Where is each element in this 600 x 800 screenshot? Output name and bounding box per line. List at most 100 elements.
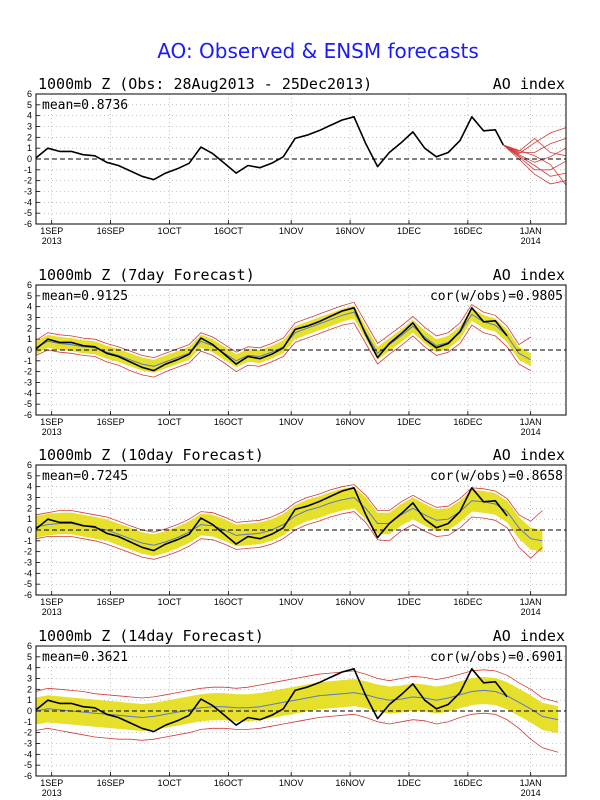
y-tick-label: -4: [24, 568, 32, 578]
mean-label: mean=0.3621: [42, 650, 128, 665]
x-tick-label: 1SEP: [40, 778, 63, 788]
x-tick-label: 1OCT: [157, 597, 182, 607]
panel-right-label: AO index: [493, 266, 565, 284]
y-tick-label: -2: [24, 176, 32, 186]
y-tick-label: 0: [27, 525, 32, 535]
y-tick-label: -1: [24, 717, 32, 727]
x-tick-label: 1OCT: [157, 778, 182, 788]
y-tick-label: 0: [27, 154, 32, 164]
forecast-member-line: [503, 144, 567, 186]
y-tick-label: 1: [27, 334, 32, 344]
ensemble-spread-band: [36, 305, 531, 373]
y-tick-label: -1: [24, 165, 32, 175]
y-tick-label: -4: [24, 749, 32, 759]
y-tick-label: -2: [24, 367, 32, 377]
y-tick-label: -3: [24, 378, 32, 388]
x-tick-year-label: 2013: [42, 427, 62, 437]
y-tick-label: -6: [24, 771, 32, 781]
x-tick-label: 1JAN: [520, 226, 542, 236]
x-tick-year-label: 2014: [521, 236, 541, 246]
y-tick-label: -6: [24, 219, 32, 229]
y-tick-label: 6: [27, 89, 32, 99]
ensemble-lower-envelope: [35, 712, 559, 753]
x-tick-label: 1NOV: [279, 778, 304, 788]
y-tick-label: 5: [27, 471, 32, 481]
plot-frame: [35, 93, 567, 225]
observed-ao-line: [35, 487, 508, 552]
x-tick-label: 1JAN: [520, 417, 542, 427]
x-tick-label: 1SEP: [40, 417, 63, 427]
y-tick-label: 2: [27, 132, 32, 142]
correlation-label: cor(w/obs)=0.8658: [430, 469, 563, 484]
x-tick-label: 16DEC: [453, 417, 483, 427]
y-tick-label: -5: [24, 760, 32, 770]
y-tick-label: -6: [24, 410, 32, 420]
ensemble-spread-band: [36, 486, 543, 556]
x-tick-label: 16OCT: [214, 778, 244, 788]
y-tick-label: -3: [24, 187, 32, 197]
x-tick-label: 1DEC: [397, 597, 422, 607]
panel-title: 1000mb Z (14day Forecast): [38, 627, 264, 645]
x-tick-label: 1NOV: [279, 226, 304, 236]
forecast-member-line: [502, 144, 567, 177]
panel-title: 1000mb Z (10day Forecast): [38, 446, 264, 464]
y-tick-label: 0: [27, 345, 32, 355]
y-tick-label: 4: [27, 663, 32, 673]
y-tick-label: -2: [24, 547, 32, 557]
panel-right-label: AO index: [493, 446, 565, 464]
x-tick-label: 1DEC: [397, 778, 422, 788]
ensemble-upper-envelope: [35, 669, 559, 703]
x-tick-label: 1JAN: [520, 597, 542, 607]
x-tick-label: 1JAN: [520, 778, 542, 788]
x-tick-label: 1DEC: [397, 226, 422, 236]
y-tick-label: -1: [24, 536, 32, 546]
x-tick-label: 16DEC: [453, 226, 483, 236]
x-tick-label: 16NOV: [335, 226, 365, 236]
y-tick-label: -1: [24, 356, 32, 366]
panels-group: 1000mb Z (Obs: 28Aug2013 - 25Dec2013) AO …: [24, 75, 567, 798]
x-tick-label: 16NOV: [335, 597, 365, 607]
x-tick-label: 16DEC: [453, 778, 483, 788]
mean-label: mean=0.8736: [42, 98, 128, 113]
correlation-label: cor(w/obs)=0.9805: [430, 289, 563, 304]
x-tick-label: 16OCT: [214, 597, 244, 607]
y-tick-label: 1: [27, 143, 32, 153]
x-tick-label: 1NOV: [279, 417, 304, 427]
x-tick-label: 16DEC: [453, 597, 483, 607]
x-tick-label: 16SEP: [97, 597, 125, 607]
panel-3: 1000mb Z (10day Forecast) AO index1SEP201…: [24, 446, 567, 617]
x-tick-year-label: 2014: [521, 607, 541, 617]
observed-ao-line: [35, 116, 504, 181]
ensemble-upper-envelope: [35, 301, 531, 359]
panel-4: 1000mb Z (14day Forecast) AO index1SEP201…: [24, 627, 567, 798]
y-tick-label: 0: [27, 706, 32, 716]
y-tick-label: -4: [24, 197, 32, 207]
x-tick-label: 1OCT: [157, 417, 182, 427]
x-tick-year-label: 2014: [521, 427, 541, 437]
mean-label: mean=0.9125: [42, 289, 128, 304]
x-tick-year-label: 2013: [42, 788, 62, 798]
ensemble-lower-envelope: [35, 322, 531, 378]
y-tick-label: -5: [24, 208, 32, 218]
y-tick-label: 3: [27, 122, 32, 132]
y-tick-label: 6: [27, 280, 32, 290]
y-tick-label: -4: [24, 388, 32, 398]
y-tick-label: 2: [27, 503, 32, 513]
panel-title: 1000mb Z (Obs: 28Aug2013 - 25Dec2013): [38, 75, 372, 93]
y-tick-label: 4: [27, 302, 32, 312]
plot-frame: [35, 284, 567, 416]
x-tick-year-label: 2014: [521, 788, 541, 798]
x-tick-label: 1OCT: [157, 226, 182, 236]
ensemble-upper-envelope: [35, 484, 543, 533]
y-tick-label: -2: [24, 728, 32, 738]
y-tick-label: 6: [27, 460, 32, 470]
mean-label: mean=0.7245: [42, 469, 128, 484]
y-tick-label: 5: [27, 100, 32, 110]
panel-1: 1000mb Z (Obs: 28Aug2013 - 25Dec2013) AO …: [24, 75, 567, 246]
forecast-member-line: [502, 144, 567, 185]
y-tick-label: 3: [27, 313, 32, 323]
ensemble-mean-line: [35, 689, 559, 721]
forecast-member-line: [503, 127, 567, 155]
